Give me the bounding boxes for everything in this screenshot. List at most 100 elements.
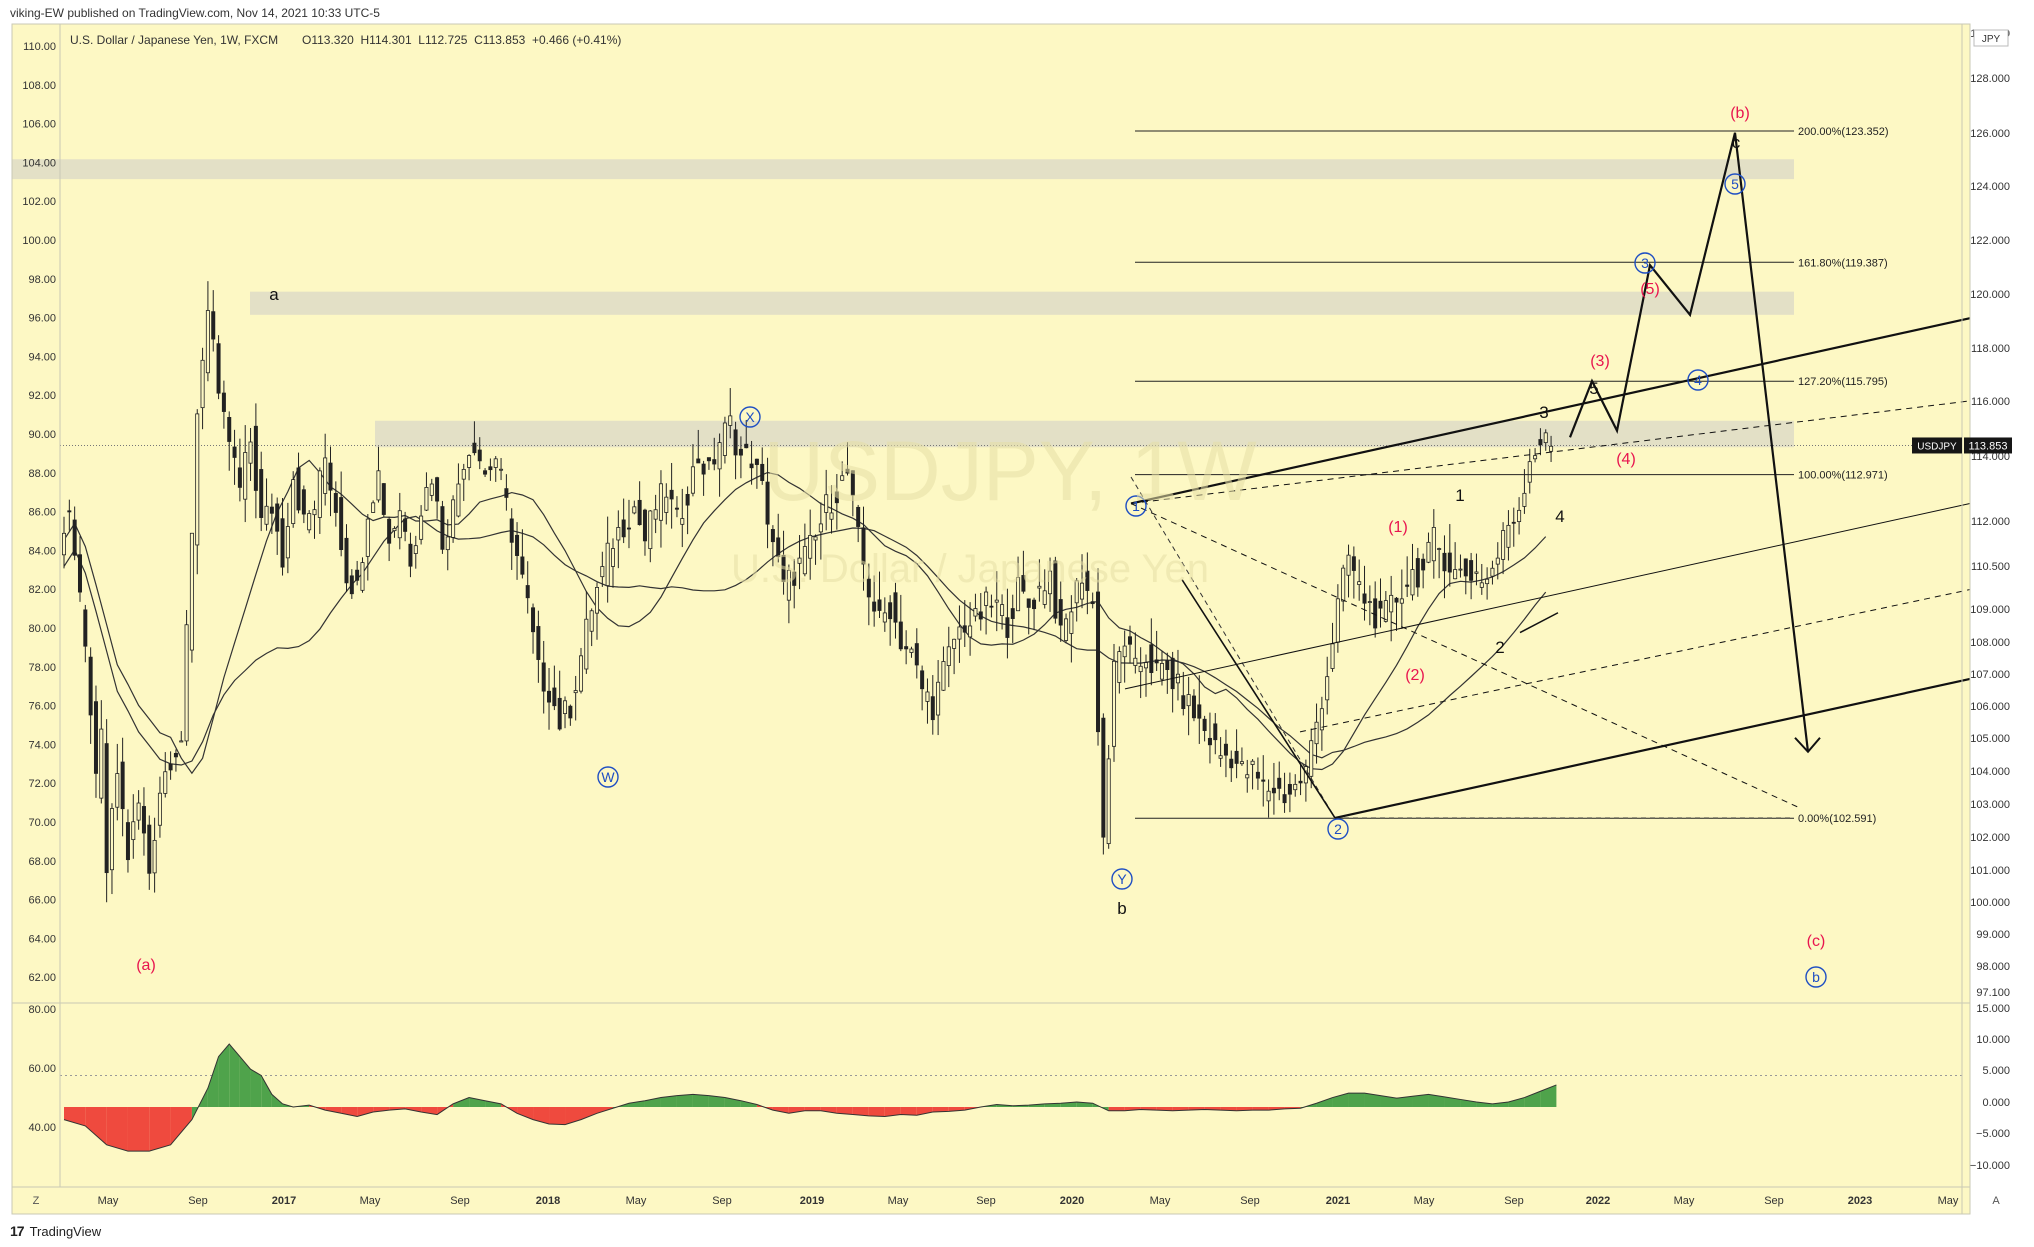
candle-body [1367,601,1372,603]
candle-body [749,463,754,469]
osc-area [453,1097,470,1107]
candle-body [387,518,392,544]
osc-area [740,1100,757,1107]
time-axis-label: May [1414,1195,1435,1207]
candle-body [275,503,280,532]
right-axis-tick: 120.000 [1970,289,2010,301]
candle-body [733,429,738,456]
wave-circle [1327,818,1349,840]
candle-body [131,821,136,841]
candle-body [920,670,925,690]
left-axis-tick: 102.00 [22,196,56,208]
candle-body [936,681,941,716]
osc-area [581,1107,597,1120]
candle-body [1122,645,1127,658]
candle-body [1447,552,1452,573]
time-axis-label: 2017 [272,1195,296,1207]
time-axis-label: Sep [1504,1195,1524,1207]
osc-area [229,1044,240,1107]
candle-body [722,422,727,456]
candle-body [1501,530,1506,560]
candle-body [712,459,717,465]
candle-body [994,599,999,603]
candle-body [99,728,104,799]
wave-label: c [1732,133,1741,152]
time-axis-label: Sep [976,1195,996,1207]
candle-body [419,515,424,540]
time-axis-label: Sep [188,1195,208,1207]
channel-line [1334,677,1971,820]
candle-body [1351,556,1356,571]
candle-body [509,518,514,543]
wave-label: (4) [1616,451,1636,468]
candle-body [136,802,141,821]
currency-badge: JPY [1982,34,2001,45]
candle-body [1026,598,1031,608]
osc-area [1316,1097,1333,1107]
candle-body [616,527,621,541]
candle-body [984,591,989,606]
osc-area [1348,1093,1365,1107]
candle-body [1485,578,1490,585]
osc-right-tick: 0.000 [1982,1097,2010,1109]
candle-body [1511,521,1516,524]
candle-body [648,510,653,550]
candle-body [1181,695,1186,710]
candle-body [1080,582,1085,600]
candle-body [1207,737,1212,746]
candle-body [72,519,77,556]
candle-body [1522,492,1527,507]
tradingview-logo-icon: 17 [10,1223,25,1239]
candle-body [1490,567,1495,577]
right-axis-tick: 105.000 [1970,733,2010,745]
candle-body [1175,673,1180,684]
wave-label: 2 [1495,638,1504,657]
candle-body [1223,743,1228,756]
chart-frame [11,23,1971,1215]
candle-body [1042,590,1047,605]
candle-body [573,690,578,694]
scale-toggle-right: A [1992,1195,2000,1207]
fib-level-label: 127.20%(115.795) [1798,376,1888,388]
candle-body [1389,594,1394,613]
candle-body [653,509,658,520]
candle-body [1005,617,1010,638]
candle-body [1282,794,1287,804]
resistance-zone [250,291,1794,315]
candle-body [264,505,269,525]
candle-body [941,661,946,691]
candle-body [1319,708,1324,731]
candle-body [802,546,807,575]
left-axis-tick: 100.00 [22,235,56,247]
left-axis-tick: 86.00 [28,507,56,519]
candle-body [371,502,376,513]
osc-area [250,1069,262,1107]
candle-body [392,528,397,532]
candle-body [882,612,887,623]
candle-body [568,705,573,719]
candle-body [1383,600,1388,622]
candle-body [195,413,200,546]
candle-body [499,468,504,471]
candle-body [1549,445,1554,452]
candle-body [1453,569,1458,580]
candle-body [786,569,791,601]
candle-body [1469,560,1474,581]
candle-body [1016,577,1021,612]
candle-body [1357,581,1362,585]
left-axis-tick: 110.00 [23,41,56,53]
right-axis-tick: 104.000 [1970,766,2010,778]
candle-body [435,477,440,502]
price-tag-value-box [1964,437,2012,454]
wave-label: (1) [1388,519,1408,536]
osc-area [1428,1094,1445,1107]
candle-body [472,442,477,454]
osc-area [772,1107,789,1114]
wave-projection-path [1519,132,1821,754]
candle-body [221,392,226,412]
candle-body [488,466,493,471]
wave-label: a [269,285,279,304]
candle-body [1128,636,1133,645]
candle-body [237,467,242,488]
